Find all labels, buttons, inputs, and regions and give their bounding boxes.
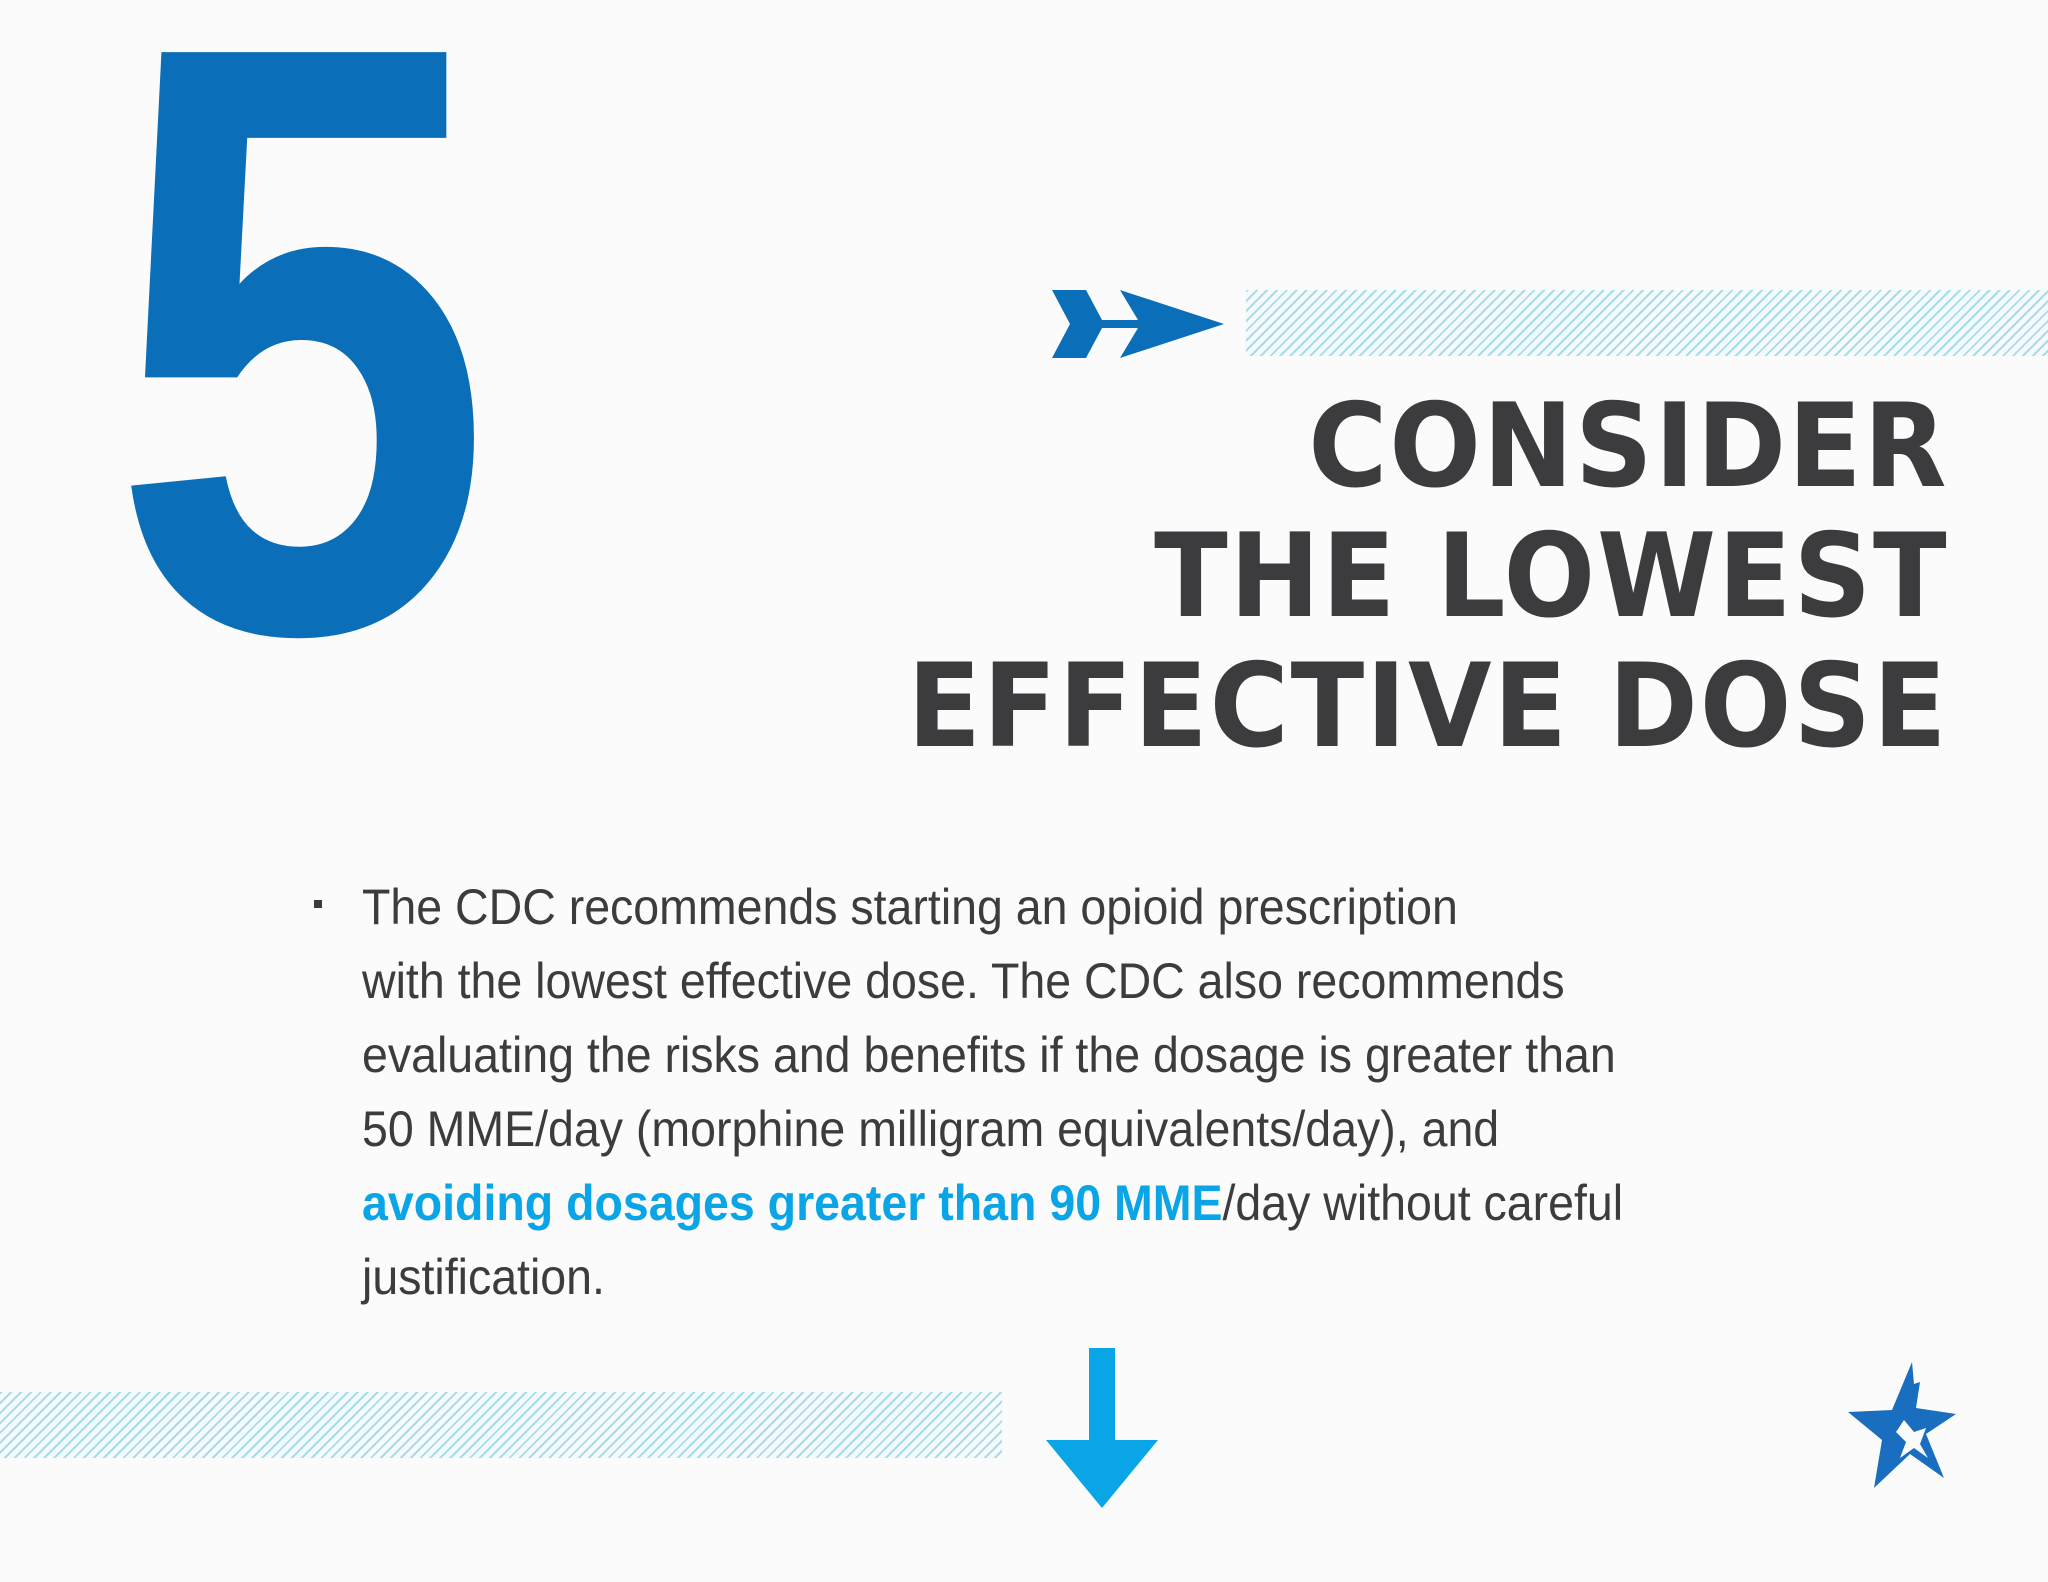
body-line-4: 50 MME/day (morphine milligram equivalen…: [362, 1101, 1500, 1157]
body-line-3: evaluating the risks and benefits if the…: [362, 1027, 1616, 1083]
headline-line-2: THE LOWEST: [1153, 509, 1948, 644]
headline: CONSIDER THE LOWEST EFFECTIVE DOSE: [907, 382, 1948, 772]
body-line-6: justification.: [362, 1249, 605, 1305]
arrow-right-icon: [1052, 290, 1224, 358]
headline-line-1: CONSIDER: [1307, 379, 1948, 514]
headline-line-3: EFFECTIVE DOSE: [906, 639, 1948, 774]
body-line-2: with the lowest effective dose. The CDC …: [362, 953, 1565, 1009]
body-line-1: The CDC recommends starting an opioid pr…: [362, 879, 1458, 935]
hatch-band-top: [1246, 290, 2048, 356]
step-number: 5: [110, 0, 493, 809]
highlighted-text: avoiding dosages greater than 90 MME: [362, 1175, 1223, 1231]
bullet-marker: [314, 900, 322, 908]
body-paragraph: The CDC recommends starting an opioid pr…: [362, 870, 1720, 1314]
body-line-5-rest: /day without careful: [1222, 1175, 1624, 1231]
arrow-down-icon: [1046, 1348, 1158, 1508]
star-logo-icon: [1848, 1362, 1956, 1488]
hatch-band-bottom: [0, 1392, 1002, 1458]
body-line-5: avoiding dosages greater than 90 MME/day…: [362, 1166, 1720, 1240]
